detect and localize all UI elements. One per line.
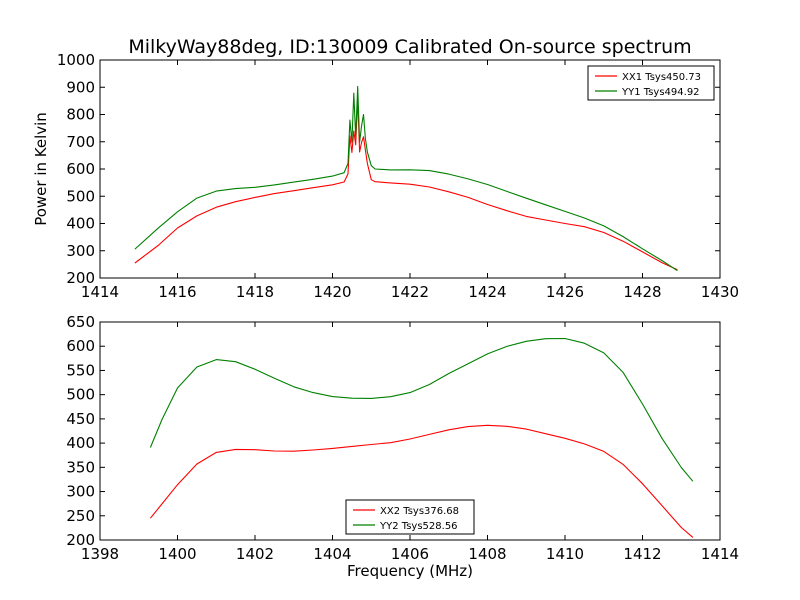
x-tick-label: 1412 <box>623 545 661 563</box>
y-tick-label: 650 <box>66 313 95 331</box>
x-tick-label: 1424 <box>468 283 506 301</box>
y-tick-label: 300 <box>66 483 95 501</box>
legend-label: XX2 Tsys376.68 <box>380 506 459 517</box>
x-tick-label: 1406 <box>391 545 429 563</box>
x-tick-label: 1402 <box>236 545 274 563</box>
y-tick-label: 1000 <box>57 51 95 69</box>
x-tick-label: 1426 <box>546 283 584 301</box>
x-tick-label: 1414 <box>81 283 119 301</box>
y-tick-label: 500 <box>66 386 95 404</box>
y-tick-label: 200 <box>66 531 95 549</box>
y-tick-label: 600 <box>66 160 95 178</box>
legend-box <box>345 499 475 535</box>
series-line-red-2 <box>149 424 694 538</box>
legend-label: XX1 Tsys450.73 <box>622 72 701 83</box>
x-tick-label: 1428 <box>623 283 661 301</box>
bottom-panel: 1398 1400 1402 1404 1406 1408 1410 1412 1414 200 2… <box>66 313 739 580</box>
x-axis-label: Frequency (MHz) <box>347 562 473 580</box>
x-tick-label: 1404 <box>313 545 351 563</box>
x-tick-label: 1416 <box>158 283 196 301</box>
y-tick-label: 350 <box>66 458 95 476</box>
y-tick-label: 600 <box>66 337 95 355</box>
series-line-green-1 <box>134 85 678 272</box>
y-tick-label: 900 <box>66 78 95 96</box>
y-tick-label: 300 <box>66 242 95 260</box>
series-line-red-1 <box>134 98 678 271</box>
legend: XX2 Tsys376.68 YY2 Tsys528.56 <box>345 499 475 535</box>
legend-label: YY1 Tsys494.92 <box>621 87 700 98</box>
x-tick-label: 1430 <box>701 283 739 301</box>
x-tick-label: 1408 <box>468 545 506 563</box>
x-tick-label: 1410 <box>546 545 584 563</box>
legend-label: YY2 Tsys528.56 <box>379 521 458 532</box>
y-axis-label: Power in Kelvin <box>32 112 50 226</box>
x-tick-label: 1418 <box>236 283 274 301</box>
top-panel: 1414 1416 1418 1420 1422 1424 1426 1428 1430 200 3… <box>32 51 739 301</box>
legend-box <box>587 65 715 101</box>
x-tick-label: 1398 <box>81 545 119 563</box>
x-tick-label: 1414 <box>701 545 739 563</box>
series-line-green-2 <box>149 337 694 482</box>
y-tick-label: 400 <box>66 434 95 452</box>
chart-title: MilkyWay88deg, ID:130009 Calibrated On-s… <box>128 36 691 58</box>
legend: XX1 Tsys450.73 YY1 Tsys494.92 <box>587 65 715 101</box>
x-tick-label: 1400 <box>158 545 196 563</box>
y-tick-label: 200 <box>66 269 95 287</box>
x-tick-label: 1420 <box>313 283 351 301</box>
y-tick-label: 400 <box>66 215 95 233</box>
y-tick-label: 800 <box>66 106 95 124</box>
y-tick-label: 700 <box>66 133 95 151</box>
y-tick-label: 450 <box>66 410 95 428</box>
y-tick-label: 550 <box>66 361 95 379</box>
y-tick-label: 250 <box>66 507 95 525</box>
x-tick-label: 1422 <box>391 283 429 301</box>
y-tick-label: 500 <box>66 187 95 205</box>
